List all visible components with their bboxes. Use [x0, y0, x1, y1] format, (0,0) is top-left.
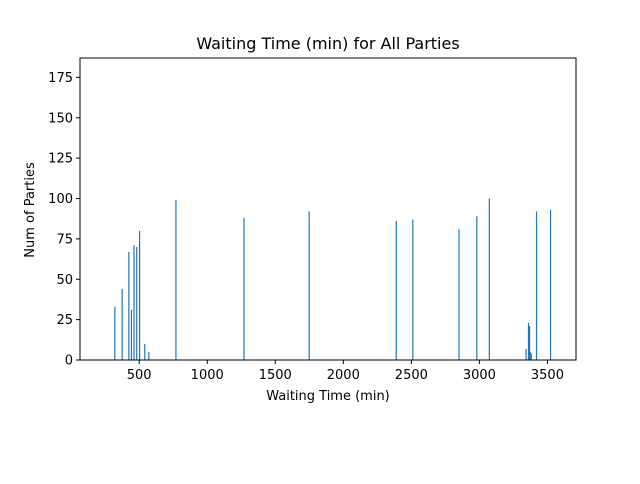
y-axis-ticks: 0 25 50 75 100 125 150 175	[48, 71, 80, 369]
y-tick-label: 150	[48, 111, 73, 126]
y-tick-label: 0	[65, 354, 73, 369]
y-tick-label: 100	[48, 192, 73, 207]
x-axis-ticks: 500 1000 1500 2000 2500 3000 3500	[127, 360, 564, 383]
bar	[148, 351, 150, 360]
y-tick-label: 125	[48, 152, 73, 167]
x-tick-label: 1000	[191, 368, 224, 383]
bars-group	[114, 198, 552, 360]
bar	[529, 326, 531, 360]
bar	[488, 198, 490, 360]
bar	[549, 209, 552, 360]
bar	[308, 211, 310, 360]
bar	[476, 216, 478, 360]
bar	[139, 230, 141, 360]
bar	[525, 348, 527, 360]
plot-area-frame	[79, 57, 577, 361]
bar	[530, 353, 532, 360]
y-axis-label: Num of Parties	[23, 162, 38, 258]
y-tick-label: 50	[56, 273, 73, 288]
bar	[529, 351, 531, 360]
x-tick-label: 3500	[531, 368, 564, 383]
y-tick-label: 75	[56, 232, 73, 247]
bar	[121, 288, 123, 360]
bar	[133, 245, 135, 360]
x-tick-label: 2500	[395, 368, 428, 383]
bar	[412, 219, 414, 360]
bar	[128, 251, 130, 360]
x-tick-label: 2000	[327, 368, 360, 383]
bar	[243, 217, 245, 360]
bar	[395, 221, 397, 360]
bar	[527, 322, 530, 360]
bar	[144, 343, 146, 360]
bar	[175, 200, 177, 360]
bar	[535, 211, 538, 360]
bar	[136, 246, 138, 360]
y-tick-label: 25	[56, 313, 73, 328]
bar	[130, 309, 133, 360]
x-axis-label: Waiting Time (min)	[266, 389, 390, 404]
y-tick-label: 175	[48, 71, 73, 86]
x-tick-label: 3000	[463, 368, 496, 383]
x-tick-label: 500	[127, 368, 152, 383]
chart-title: Waiting Time (min) for All Parties	[196, 34, 459, 53]
x-tick-label: 1500	[259, 368, 292, 383]
bar	[114, 306, 116, 360]
bar	[458, 229, 460, 360]
